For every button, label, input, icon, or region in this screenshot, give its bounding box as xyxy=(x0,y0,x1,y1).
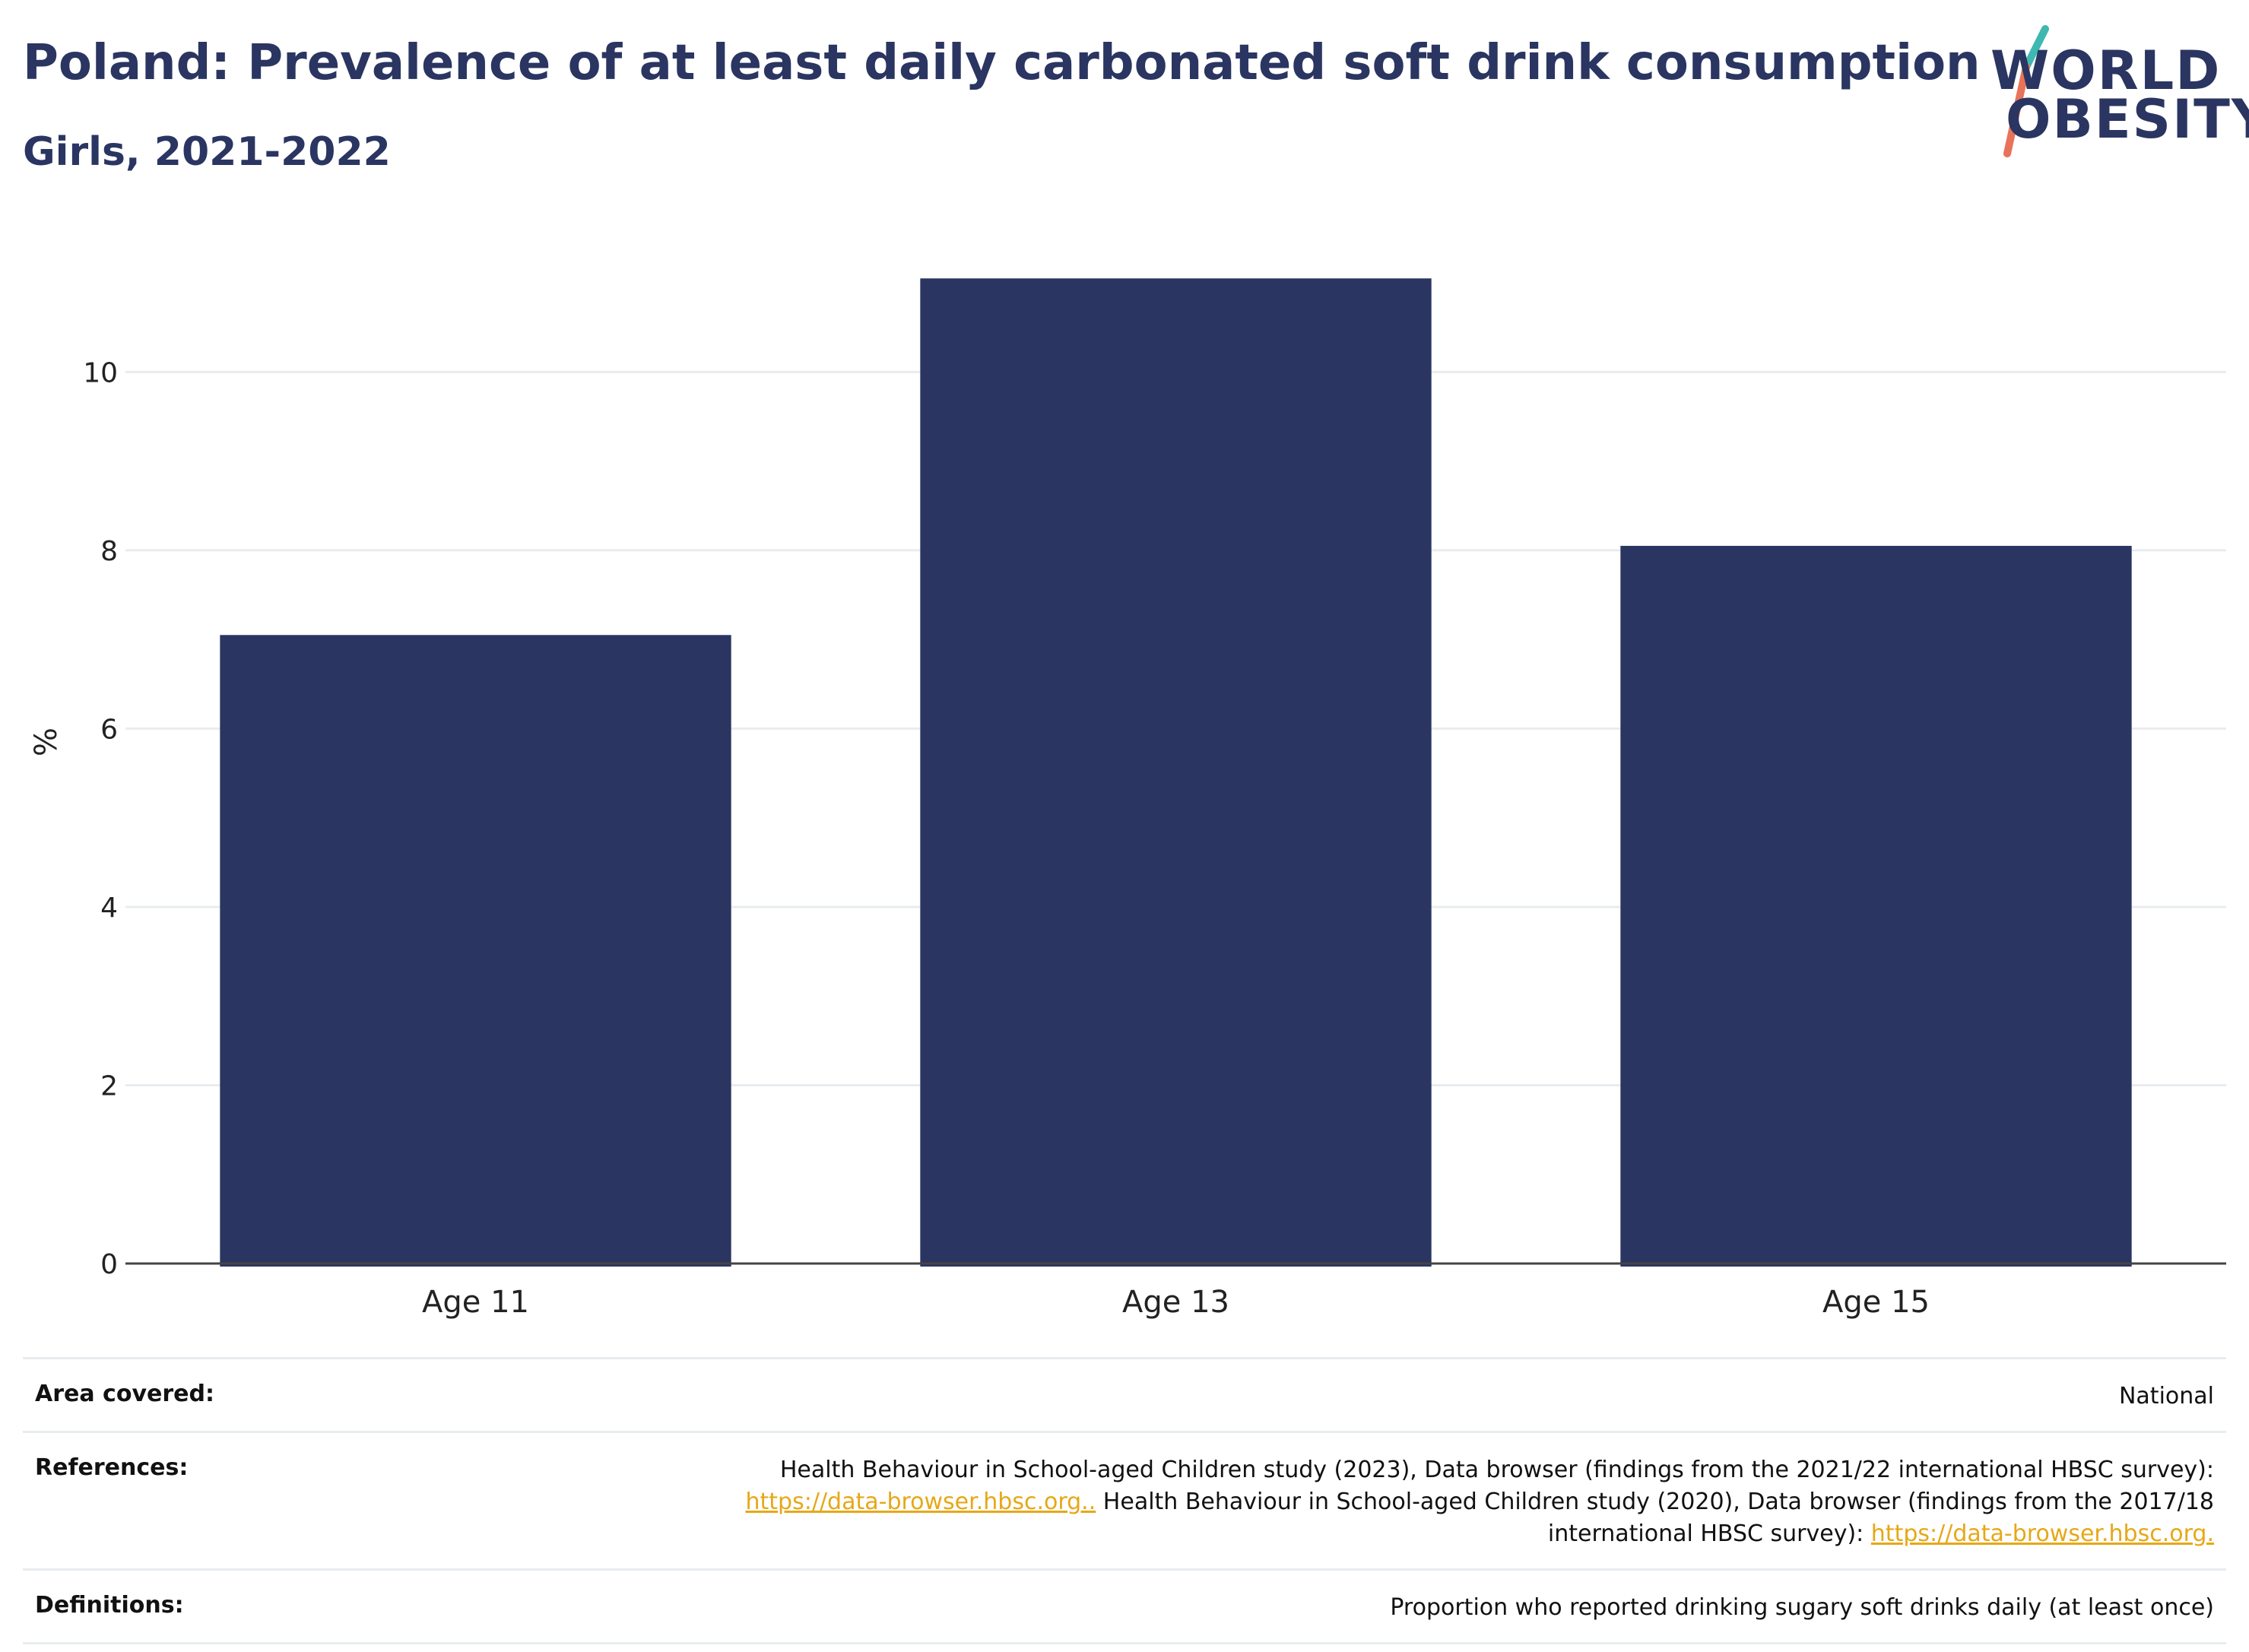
logo-slash-icon xyxy=(2003,25,2049,157)
x-category-label: Age 13 xyxy=(1122,1285,1229,1320)
info-table: Area covered: National References: Healt… xyxy=(23,1357,2226,1644)
area-label: Area covered: xyxy=(35,1381,214,1407)
references-label: References: xyxy=(35,1454,189,1481)
reference-link-2[interactable]: https://data-browser.hbsc.org. xyxy=(1870,1520,2214,1547)
reference-link-1[interactable]: https://data-browser.hbsc.org.. xyxy=(745,1489,1096,1515)
references-value: Health Behaviour in School-aged Children… xyxy=(746,1454,2214,1550)
logo-word-world: WORLD xyxy=(1990,40,2222,102)
area-value: National xyxy=(2118,1383,2214,1409)
y-tick-label: 10 xyxy=(83,357,118,388)
bar xyxy=(920,278,1432,1267)
world-obesity-logo: WORLD OBESITY xyxy=(1977,23,2249,160)
bar xyxy=(1620,546,2132,1267)
y-tick-label: 0 xyxy=(100,1249,118,1280)
logo-word-obesity: OBESITY xyxy=(2006,88,2249,151)
y-tick-label: 6 xyxy=(100,714,118,745)
reference-text-2: Health Behaviour in School-aged Children… xyxy=(1096,1489,2214,1515)
y-axis-label: % xyxy=(29,728,64,756)
reference-text-1: Health Behaviour in School-aged Children… xyxy=(779,1457,2214,1483)
info-row-references: References: Health Behaviour in School-a… xyxy=(23,1431,2226,1568)
chart-title: Poland: Prevalence of at least daily car… xyxy=(23,35,1981,91)
y-tick-label: 2 xyxy=(100,1070,118,1102)
y-tick-label: 4 xyxy=(100,893,118,924)
bar-chart: 0 2 4 6 8 10% Age 11 Age 13 Age 15 xyxy=(29,278,2226,1320)
definitions-label: Definitions: xyxy=(35,1592,184,1619)
reference-text-3: international HBSC survey): xyxy=(1547,1520,1871,1547)
bar xyxy=(220,635,731,1267)
info-row-definitions: Definitions: Proportion who reported dri… xyxy=(23,1568,2226,1644)
definitions-value: Proportion who reported drinking sugary … xyxy=(1390,1594,2214,1621)
info-row-area: Area covered: National xyxy=(23,1357,2226,1431)
x-category-label: Age 11 xyxy=(422,1285,529,1320)
chart-subtitle: Girls, 2021-2022 xyxy=(23,129,391,175)
x-category-label: Age 15 xyxy=(1822,1285,1930,1320)
y-tick-label: 8 xyxy=(100,536,118,567)
